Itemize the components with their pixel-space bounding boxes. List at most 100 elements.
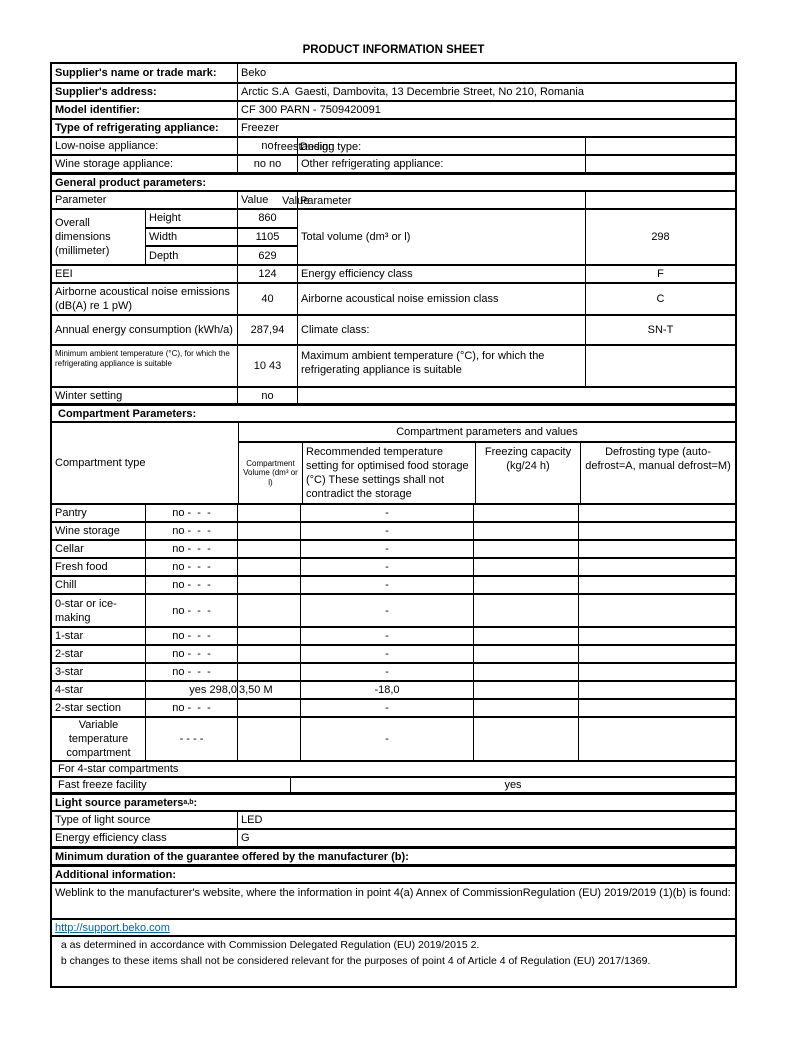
compartment-temperature: - <box>300 559 473 575</box>
compartment-volume <box>237 559 300 575</box>
compartment-freezing <box>473 700 578 716</box>
compartment-presence: no - - - <box>145 523 237 539</box>
light-class-value: G <box>237 830 735 846</box>
supplier-address-value: Arctic S.A Gaesti, Dambovita, 13 Decembr… <box>237 84 735 100</box>
volume-col-header: Compartment Volume (dm³ or l) <box>243 458 298 487</box>
width-label: Width <box>146 226 237 246</box>
compartment-defrost <box>578 700 735 716</box>
other-appliance-value <box>585 156 735 172</box>
compartment-volume <box>237 718 300 760</box>
noise-label: Airborne acoustical noise emissions (dB(… <box>55 286 230 312</box>
fast-freeze-value: yes <box>290 778 735 792</box>
table-row: Annual energy consumption (kWh/a) 287,94… <box>52 314 735 344</box>
compartment-freezing <box>473 718 578 760</box>
table-row: For 4-star compartments <box>52 760 735 776</box>
compartment-volume <box>237 577 300 593</box>
total-volume-value: 298 <box>585 210 735 264</box>
support-link[interactable]: http://support.beko.com <box>55 921 170 934</box>
table-row: Weblink to the manufacturer's website, w… <box>52 882 735 918</box>
dimension-values: 860 1105 629 <box>237 210 297 264</box>
depth-value: 629 <box>238 245 297 264</box>
compartment-defrost <box>578 718 735 760</box>
eei-value: 124 <box>237 266 297 282</box>
fast-freeze-label: Fast freeze facility <box>58 779 147 791</box>
compartment-section-label: Compartment Parameters: <box>58 407 197 420</box>
compartment-freezing <box>473 541 578 557</box>
table-row: Type of light source LED <box>52 810 735 828</box>
compartment-defrost <box>578 505 735 521</box>
compartment-row: 2-star no - - - - <box>52 644 735 662</box>
compartment-type-header: Compartment type <box>55 457 146 469</box>
table-row: Low-noise appliance: no freestanding Des… <box>52 136 735 154</box>
compartment-presence: no - - - <box>145 646 237 662</box>
supplier-name-value: Beko <box>237 64 735 82</box>
compartment-defrost <box>578 595 735 626</box>
footnotes: a as determined in accordance with Commi… <box>52 937 735 990</box>
section-header-row: Compartment Parameters: <box>52 403 735 421</box>
page-title: PRODUCT INFORMATION SHEET <box>302 44 485 56</box>
annual-energy-label: Annual energy consumption (kWh/a) <box>55 324 233 336</box>
compartment-presence: no - - - <box>145 505 237 521</box>
compartment-row: 3-star no - - - - <box>52 662 735 680</box>
noise-class-value: C <box>585 284 735 314</box>
light-section-superscript: a,b <box>183 798 194 806</box>
light-section-colon: : <box>193 796 198 809</box>
compartment-row: Pantry no - - - - <box>52 503 735 521</box>
compartment-type: Variable temperature compartment <box>66 719 131 759</box>
total-volume-label: Total volume (dm³ or l) <box>297 210 585 264</box>
four-star-compartments-label: For 4-star compartments <box>58 763 179 775</box>
value-overflow-header: Value <box>282 195 310 207</box>
table-row: EEI 124 Energy efficiency class F <box>52 264 735 282</box>
compartment-type: 4-star <box>55 684 84 696</box>
compartment-volume <box>237 523 300 539</box>
freezing-col-header: Freezing capacity (kg/24 h) <box>475 443 580 503</box>
winter-setting-label: Winter setting <box>55 389 123 402</box>
table-row: Supplier's address: Arctic S.A Gaesti, D… <box>52 82 735 100</box>
compartment-presence: yes 298,0 <box>145 682 237 698</box>
supplier-name-label: Supplier's name or trade mark: <box>55 67 217 79</box>
compartment-volume <box>237 541 300 557</box>
compartment-row: Wine storage no - - - - <box>52 521 735 539</box>
supplier-address-label: Supplier's address: <box>55 86 157 98</box>
compartment-temperature: -18,0 <box>300 682 473 698</box>
compartment-type: 1-star <box>55 630 84 642</box>
table-row: Type of refrigerating appliance: Freezer <box>52 118 735 136</box>
table-row: http://support.beko.com <box>52 918 735 935</box>
climate-class-value: SN-T <box>585 316 735 344</box>
compartment-temperature: - <box>300 646 473 662</box>
compartment-temperature: - <box>300 541 473 557</box>
annual-energy-value: 287,94 <box>237 316 297 344</box>
compartment-presence: no - - - <box>145 541 237 557</box>
compartment-row: Variable temperature compartment - - - -… <box>52 716 735 760</box>
compartment-type: Cellar <box>55 543 84 555</box>
footnote-a: a as determined in accordance with Commi… <box>55 939 480 951</box>
compartment-temperature: - <box>300 577 473 593</box>
compartment-temperature: - <box>300 664 473 680</box>
compartment-presence: no - - - <box>145 628 237 644</box>
compartment-presence: - - - - <box>145 718 237 760</box>
compartment-type: Chill <box>55 579 77 591</box>
compartment-row: Chill no - - - - <box>52 575 735 593</box>
compartment-volume <box>237 505 300 521</box>
compartment-row: 0-star or ice-making no - - - - <box>52 593 735 626</box>
compartment-presence: no - - - <box>145 664 237 680</box>
table-row: Fast freeze facility yes <box>52 776 735 792</box>
appliance-type-label: Type of refrigerating appliance: <box>55 122 219 134</box>
compartment-freezing <box>473 559 578 575</box>
section-header-row: Minimum duration of the guarantee offere… <box>52 846 735 864</box>
compartment-temperature: - <box>300 718 473 760</box>
table-row: Minimum ambient temperature (°C), for wh… <box>52 344 735 386</box>
section-header-row: Additional information: <box>52 864 735 882</box>
compartment-freezing <box>473 682 578 698</box>
parameter2-header: Parameter <box>300 195 352 207</box>
width-value: 1105 <box>238 226 297 246</box>
dimensions-row: Overall dimensions (millimeter) Height W… <box>52 208 735 264</box>
compartment-defrost <box>578 682 735 698</box>
compartment-defrost <box>578 541 735 557</box>
compartment-freezing <box>473 628 578 644</box>
table-row: Energy efficiency class G <box>52 828 735 846</box>
light-class-label: Energy efficiency class <box>55 832 167 844</box>
max-ambient-label: Maximum ambient temperature (°C), for wh… <box>297 346 585 386</box>
compartment-row: 2-star section no - - - - <box>52 698 735 716</box>
value2-header-cell <box>585 192 735 208</box>
